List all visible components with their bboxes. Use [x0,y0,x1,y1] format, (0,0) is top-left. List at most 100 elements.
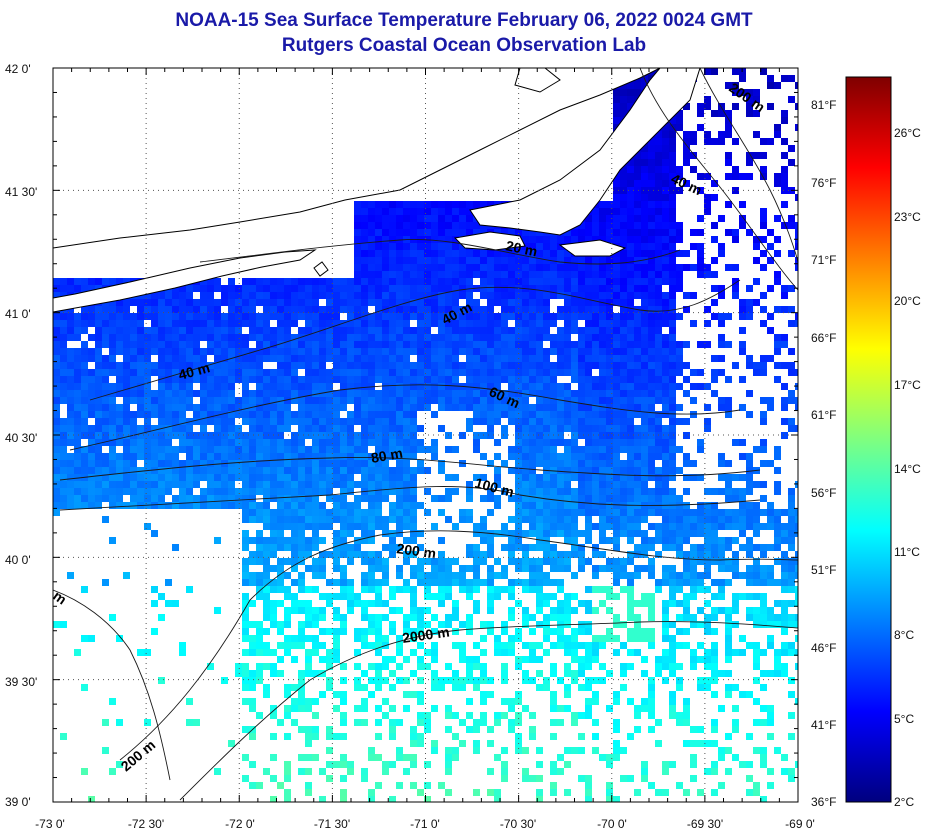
sst-pixel [214,327,221,334]
sst-pixel [753,544,760,551]
sst-pixel [403,362,410,369]
sst-pixel [550,663,557,670]
sst-pixel [599,208,606,215]
sst-pixel [375,642,382,649]
sst-pixel [536,369,543,376]
sst-pixel [592,411,599,418]
sst-pixel [641,600,648,607]
sst-pixel [382,474,389,481]
sst-pixel [263,551,270,558]
sst-pixel [333,642,340,649]
sst-pixel [788,285,795,292]
sst-pixel [564,425,571,432]
sst-pixel [81,425,88,432]
sst-pixel [382,481,389,488]
sst-pixel [123,474,130,481]
sst-pixel [774,614,781,621]
sst-pixel [683,579,690,586]
sst-pixel [137,481,144,488]
sst-pixel [277,495,284,502]
sst-pixel [263,432,270,439]
sst-pixel [543,677,550,684]
sst-pixel [662,215,669,222]
sst-pixel [361,334,368,341]
sst-pixel [431,684,438,691]
sst-pixel [578,334,585,341]
sst-pixel [403,222,410,229]
sst-pixel [326,516,333,523]
sst-pixel [578,670,585,677]
sst-pixel [256,663,263,670]
sst-pixel [438,348,445,355]
sst-pixel [781,621,788,628]
sst-pixel [410,327,417,334]
sst-pixel [571,516,578,523]
sst-pixel [760,600,767,607]
sst-pixel [571,348,578,355]
sst-pixel [592,306,599,313]
sst-pixel [312,320,319,327]
sst-pixel [487,341,494,348]
sst-pixel [396,474,403,481]
sst-pixel [60,348,67,355]
sst-pixel [648,271,655,278]
sst-pixel [333,649,340,656]
sst-pixel [179,348,186,355]
sst-pixel [795,516,798,523]
sst-pixel [585,306,592,313]
sst-pixel [662,656,669,663]
sst-pixel [473,334,480,341]
sst-pixel [781,628,788,635]
sst-pixel [564,488,571,495]
sst-pixel [340,537,347,544]
sst-pixel [60,502,67,509]
sst-pixel [207,369,214,376]
sst-pixel [417,348,424,355]
sst-pixel [599,411,606,418]
sst-pixel [767,103,774,110]
sst-pixel [319,306,326,313]
sst-pixel [417,572,424,579]
sst-pixel [501,404,508,411]
sst-pixel [557,383,564,390]
sst-pixel [438,600,445,607]
sst-pixel [368,278,375,285]
sst-pixel [711,544,718,551]
sst-pixel [277,334,284,341]
sst-pixel [445,306,452,313]
sst-pixel [256,425,263,432]
sst-pixel [606,565,613,572]
sst-pixel [529,586,536,593]
sst-pixel [256,334,263,341]
sst-pixel [305,460,312,467]
sst-pixel [116,432,123,439]
sst-pixel [123,362,130,369]
sst-pixel [242,292,249,299]
sst-pixel [599,313,606,320]
sst-pixel [214,404,221,411]
sst-pixel [403,278,410,285]
sst-pixel [410,628,417,635]
sst-pixel [466,229,473,236]
sst-pixel [620,229,627,236]
sst-pixel [669,117,676,124]
sst-pixel [347,544,354,551]
sst-pixel [599,264,606,271]
sst-pixel [473,313,480,320]
sst-pixel [522,670,529,677]
sst-pixel [711,271,718,278]
sst-pixel [354,502,361,509]
sst-pixel [732,82,739,89]
sst-pixel [557,677,564,684]
sst-pixel [312,285,319,292]
sst-pixel [473,558,480,565]
sst-pixel [606,509,613,516]
sst-pixel [144,313,151,320]
sst-pixel [347,460,354,467]
sst-pixel [340,551,347,558]
sst-pixel [718,551,725,558]
sst-pixel [494,341,501,348]
sst-pixel [438,509,445,516]
sst-pixel [613,117,620,124]
sst-pixel [592,348,599,355]
